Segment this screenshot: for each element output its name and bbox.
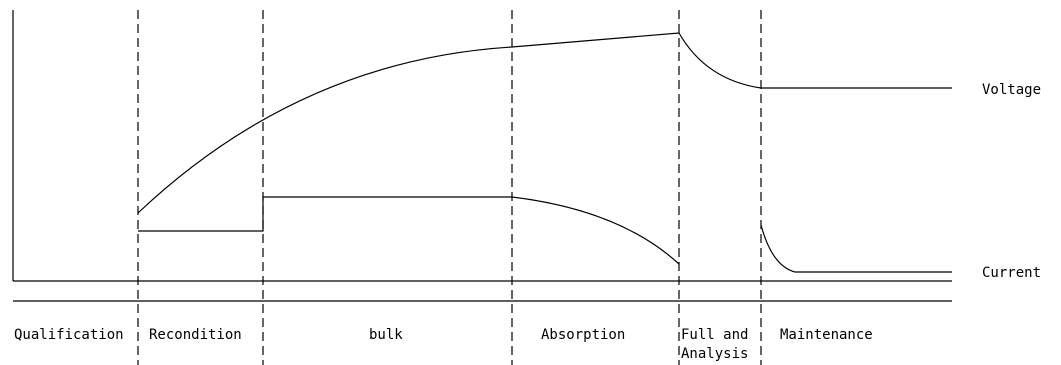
stage-label-analysis: Analysis: [681, 346, 748, 362]
stage-label-bulk: bulk: [369, 327, 403, 343]
current-label: Current: [982, 265, 1041, 281]
current-curve-maintenance: [760, 224, 952, 273]
stage-label-qualification: Qualification: [14, 327, 124, 343]
stage-label-absorption: Absorption: [541, 327, 625, 343]
stage-label-full-and: Full and: [681, 327, 748, 343]
voltage-curve: [137, 32, 952, 214]
stage-label-maintenance: Maintenance: [780, 327, 873, 343]
stage-label-recondition: Recondition: [149, 327, 242, 343]
current-curve: [138, 196, 680, 265]
voltage-label: Voltage: [982, 82, 1041, 98]
